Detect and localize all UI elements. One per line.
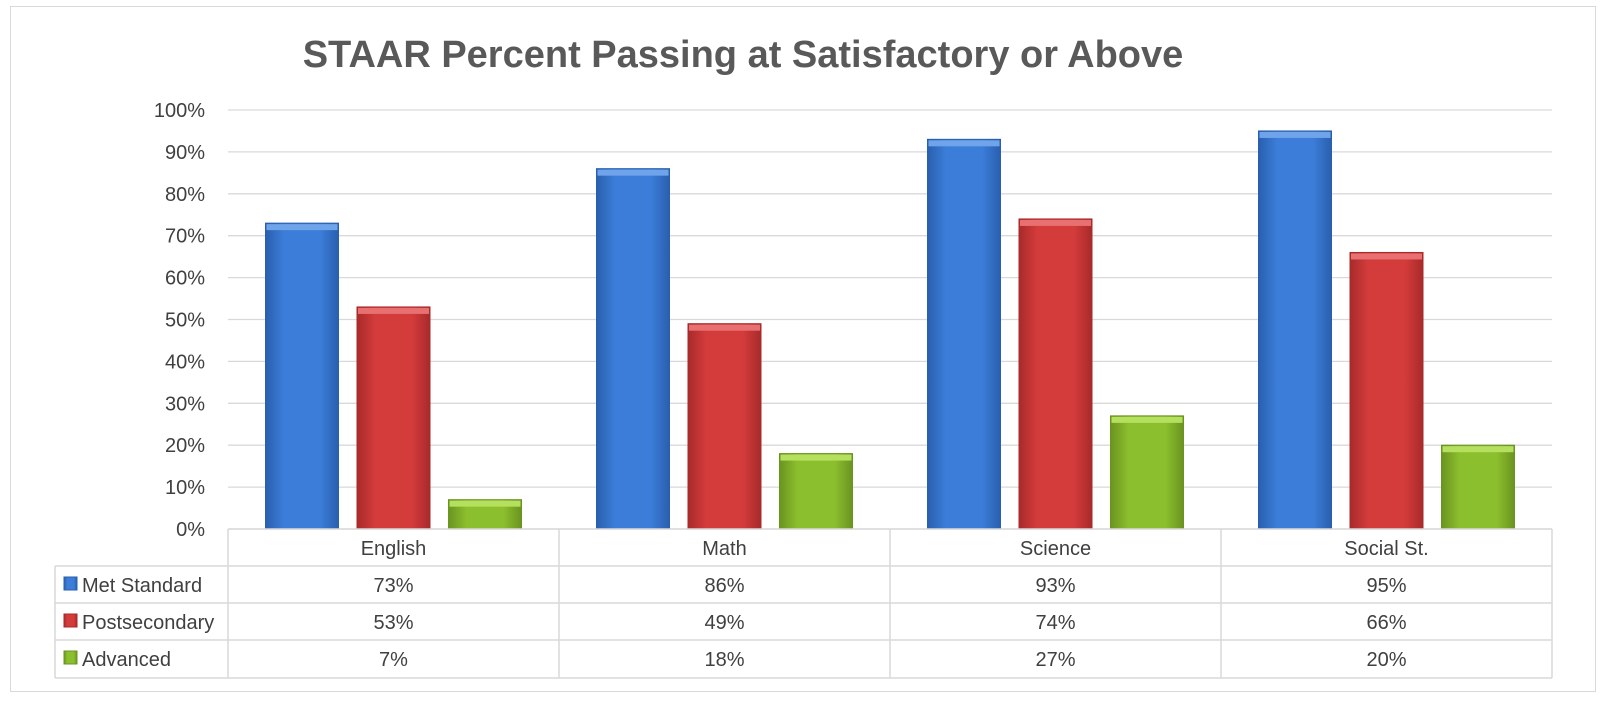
data-label: 7% xyxy=(379,649,408,671)
y-tick-label: 60% xyxy=(165,268,205,290)
data-label: 27% xyxy=(1035,649,1075,671)
bar-highlight xyxy=(1442,446,1514,453)
y-tick-label: 100% xyxy=(154,100,205,122)
y-tick-label: 30% xyxy=(165,393,205,415)
data-label: 66% xyxy=(1366,612,1406,634)
data-table: English Math Science Social St. Met Standard… xyxy=(54,528,1553,679)
y-tick-label: 0% xyxy=(176,519,205,541)
legend-label: Postsecondary xyxy=(82,612,214,634)
data-label: 53% xyxy=(373,612,413,634)
legend-key xyxy=(63,650,78,665)
x-tick-label: English xyxy=(361,538,427,560)
x-tick-label: Science xyxy=(1020,538,1091,560)
bar-highlight xyxy=(358,307,429,314)
bar-highlight xyxy=(689,324,760,331)
x-tick-label: Social St. xyxy=(1344,538,1428,560)
bar-highlight xyxy=(1020,219,1091,226)
y-tick-label: 70% xyxy=(165,226,205,248)
bar-advanced-math xyxy=(779,453,853,530)
data-label: 95% xyxy=(1366,575,1406,597)
data-label: 93% xyxy=(1035,575,1075,597)
legend-key xyxy=(63,613,78,628)
bar-highlight xyxy=(928,140,1000,147)
data-label: 86% xyxy=(704,575,744,597)
bar-advanced-social-st- xyxy=(1441,444,1515,530)
legend-label: Met Standard xyxy=(82,575,202,597)
bar-highlight xyxy=(449,500,521,507)
bar-highlight xyxy=(780,454,852,461)
y-tick-label: 40% xyxy=(165,351,205,373)
data-label: 18% xyxy=(704,649,744,671)
legend-label: Advanced xyxy=(82,649,171,671)
bar-highlight xyxy=(1111,416,1183,423)
chart-svg: STAAR Percent Passing at Satisfactory or… xyxy=(54,34,1553,679)
data-label: 49% xyxy=(704,612,744,634)
y-tick-label: 20% xyxy=(165,435,205,457)
data-label: 74% xyxy=(1035,612,1075,634)
bar-postsecondary-science xyxy=(1018,218,1093,530)
y-tick-label: 50% xyxy=(165,310,205,332)
legend-key xyxy=(63,576,78,591)
bar-advanced-science xyxy=(1110,415,1184,530)
bar-postsecondary-social-st- xyxy=(1349,251,1424,530)
bar-highlight xyxy=(1259,131,1331,138)
y-tick-label: 90% xyxy=(165,142,205,164)
bar-met-standard-science xyxy=(927,138,1001,530)
bar-highlight xyxy=(266,224,338,231)
bar-postsecondary-english xyxy=(356,306,431,530)
bar-postsecondary-math xyxy=(687,323,762,530)
y-axis-ticks: 0% 10% 20% 30% 40% 50% 60% 70% 80% 90% 100% xyxy=(154,100,205,541)
bar-highlight xyxy=(1351,253,1422,260)
data-label: 73% xyxy=(373,575,413,597)
chart-title: STAAR Percent Passing at Satisfactory or… xyxy=(303,34,1184,76)
chart-frame: STAAR Percent Passing at Satisfactory or… xyxy=(10,6,1596,692)
data-label: 20% xyxy=(1366,649,1406,671)
bars xyxy=(265,130,1515,530)
bar-met-standard-social-st- xyxy=(1258,130,1332,530)
y-tick-label: 10% xyxy=(165,477,205,499)
y-tick-label: 80% xyxy=(165,184,205,206)
bar-met-standard-math xyxy=(596,168,670,530)
bar-highlight xyxy=(597,169,669,176)
x-tick-label: Math xyxy=(702,538,746,560)
bar-met-standard-english xyxy=(265,222,339,530)
